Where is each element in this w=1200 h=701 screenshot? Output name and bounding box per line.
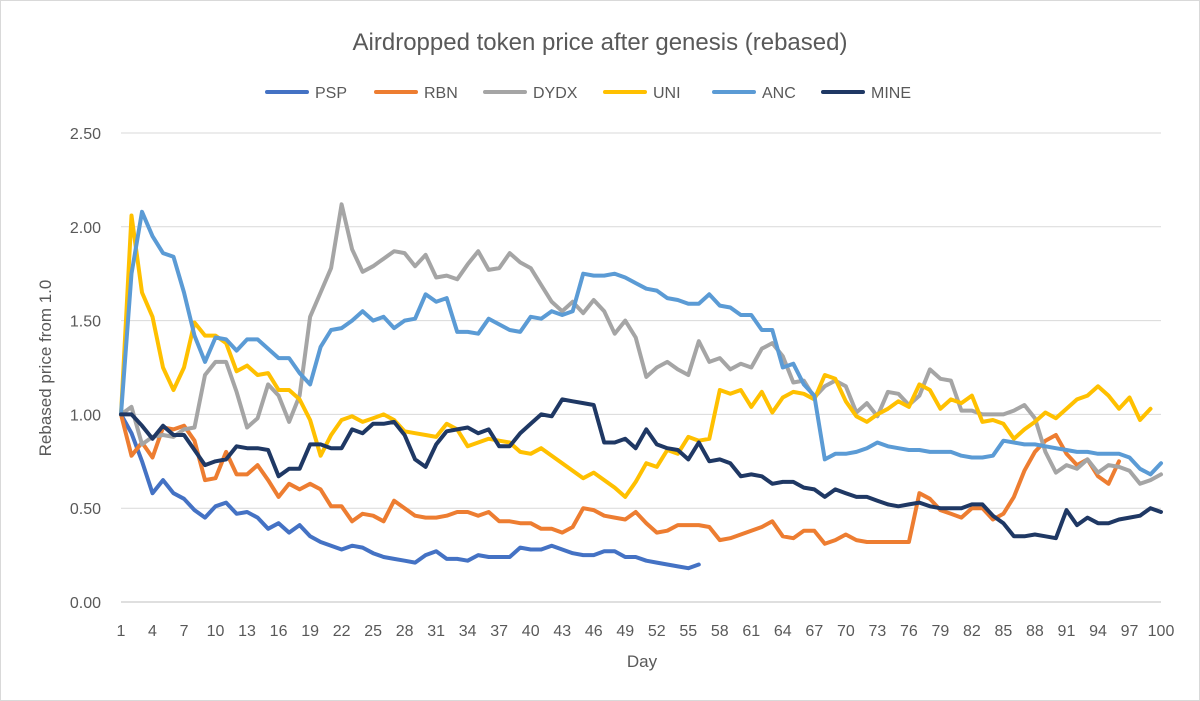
- x-tick-label: 58: [711, 623, 729, 640]
- y-tick-label: 2.00: [70, 220, 101, 237]
- x-tick-label: 55: [679, 623, 697, 640]
- x-tick-label: 97: [1121, 623, 1139, 640]
- x-tick-label: 88: [1026, 623, 1044, 640]
- y-tick-label: 0.00: [70, 595, 101, 612]
- legend-label: ANC: [762, 85, 796, 102]
- y-tick-label: 1.00: [70, 407, 101, 424]
- x-tick-label: 64: [774, 623, 792, 640]
- x-tick-label: 76: [900, 623, 918, 640]
- series-group: [119, 202, 1163, 571]
- x-tick-label: 1: [117, 623, 126, 640]
- x-tick-label: 91: [1058, 623, 1076, 640]
- legend-label: MINE: [871, 85, 911, 102]
- x-tick-label: 13: [238, 623, 256, 640]
- chart-title: Airdropped token price after genesis (re…: [353, 29, 848, 56]
- legend-label: UNI: [653, 85, 681, 102]
- legend: PSP RBN DYDX UNI ANC MINE: [265, 85, 911, 102]
- legend-item-psp: PSP: [265, 85, 347, 102]
- series-line-psp: [119, 412, 701, 571]
- x-tick-label: 70: [837, 623, 855, 640]
- x-tick-label: 49: [616, 623, 634, 640]
- series-line-rbn: [119, 412, 1121, 546]
- series-line-dydx: [119, 202, 1163, 486]
- x-tick-label: 73: [868, 623, 886, 640]
- x-tick-label: 52: [648, 623, 666, 640]
- x-tick-label: 85: [995, 623, 1013, 640]
- x-tick-label: 7: [180, 623, 189, 640]
- y-tick-label: 2.50: [70, 126, 101, 143]
- x-tick-label: 28: [396, 623, 414, 640]
- series-line-uni: [119, 213, 1153, 499]
- x-tick-label: 82: [963, 623, 981, 640]
- legend-item-anc: ANC: [712, 85, 796, 102]
- x-tick-label: 67: [805, 623, 823, 640]
- y-tick-label: 0.50: [70, 501, 101, 518]
- x-tick-label: 4: [148, 623, 157, 640]
- legend-item-uni: UNI: [603, 85, 681, 102]
- gridlines: [121, 132, 1161, 509]
- x-tick-label: 25: [364, 623, 382, 640]
- series-line-anc: [119, 209, 1163, 477]
- legend-item-rbn: RBN: [374, 85, 458, 102]
- x-tick-label: 100: [1148, 623, 1175, 640]
- x-tick-label: 16: [270, 623, 288, 640]
- x-tick-label: 40: [522, 623, 540, 640]
- x-tick-label: 61: [742, 623, 760, 640]
- x-tick-label: 43: [553, 623, 571, 640]
- x-tick-label: 79: [931, 623, 949, 640]
- x-tick-label: 22: [333, 623, 351, 640]
- axes: 0.00 0.50 1.00 1.50 2.00 2.50 1 4 7 10 13 16 19 22 25 2…: [70, 126, 1175, 640]
- y-axis-label: Rebased price from 1.0: [36, 280, 55, 457]
- series-line-mine: [119, 397, 1163, 541]
- legend-label: RBN: [424, 85, 458, 102]
- x-tick-label: 46: [585, 623, 603, 640]
- x-tick-label: 34: [459, 623, 477, 640]
- x-axis-label: Day: [627, 652, 658, 671]
- legend-item-mine: MINE: [821, 85, 911, 102]
- x-tick-label: 31: [427, 623, 445, 640]
- y-tick-label: 1.50: [70, 314, 101, 331]
- x-tick-label: 19: [301, 623, 319, 640]
- x-tick-label: 10: [207, 623, 225, 640]
- legend-label: DYDX: [533, 85, 578, 102]
- x-tick-label: 94: [1089, 623, 1107, 640]
- legend-item-dydx: DYDX: [483, 85, 578, 102]
- legend-label: PSP: [315, 85, 347, 102]
- x-tick-label: 37: [490, 623, 508, 640]
